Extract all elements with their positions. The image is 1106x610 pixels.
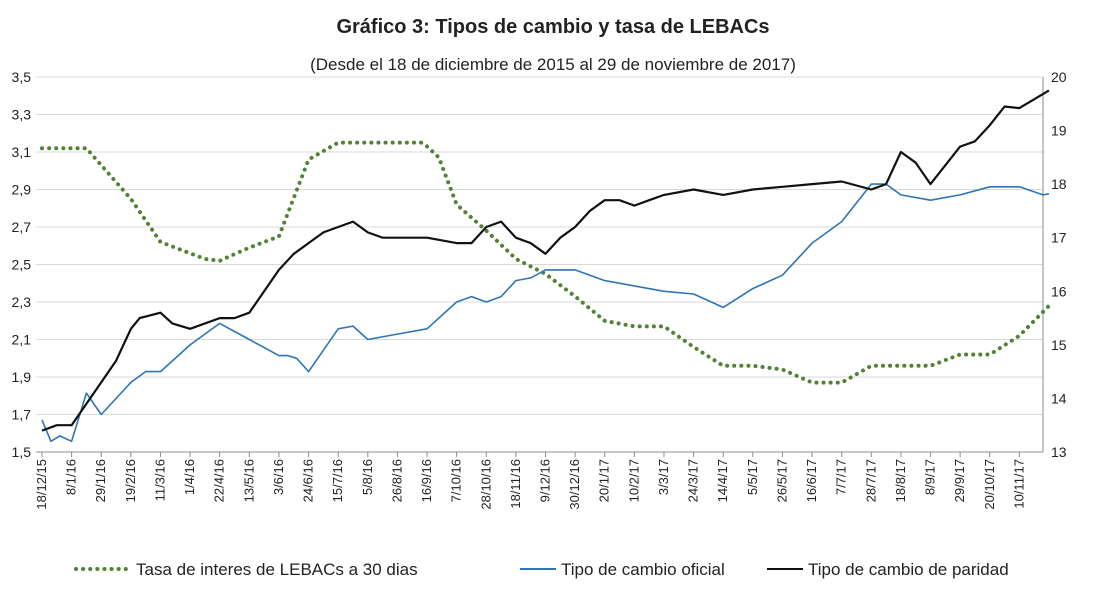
chart-title: Gráfico 3: Tipos de cambio y tasa de LEB… [336,16,769,38]
x-tick-label: 13/5/16 [241,459,256,502]
x-tick-label: 19/2/16 [123,459,138,502]
x-tick-label: 7/10/16 [449,459,464,502]
x-tick-label: 18/11/16 [508,459,523,509]
left-axis-tick-label: 3,1 [12,144,32,160]
x-tick-label: 14/4/17 [715,459,730,502]
right-axis-tick-label: 17 [1051,230,1067,246]
right-axis-tick-label: 20 [1051,69,1067,85]
x-tick-label: 15/7/16 [330,459,345,502]
left-axis-tick-label: 2,3 [12,294,32,310]
x-tick-label: 10/2/17 [626,459,641,502]
legend-label: Tipo de cambio de paridad [808,560,1009,579]
x-tick-label: 29/9/17 [952,459,967,502]
series-line-official-rate [41,183,1050,443]
left-axis-tick-label: 2,5 [12,257,32,273]
left-axis-tick-label: 3,5 [12,69,32,85]
legend-label: Tasa de interes de LEBACs a 30 dias [136,560,418,579]
series-line-lebac-rate [40,140,1051,385]
legend-label: Tipo de cambio oficial [561,560,725,579]
x-tick-label: 5/8/16 [360,459,375,495]
x-tick-label: 8/1/16 [64,459,79,495]
x-tick-label: 20/1/17 [597,459,612,502]
x-tick-label: 26/8/16 [389,459,404,502]
right-axis-tick-label: 16 [1051,283,1067,299]
x-tick-label: 28/7/17 [863,459,878,502]
x-tick-label: 18/8/17 [893,459,908,502]
right-axis-tick-label: 15 [1051,337,1067,353]
right-axis-tick-label: 13 [1051,444,1067,460]
left-axis-tick-label: 1,7 [12,407,32,423]
x-tick-label: 8/9/17 [923,459,938,495]
x-tick-label: 7/7/17 [834,459,849,495]
x-tick-label: 11/3/16 [152,459,167,501]
x-tick-label: 16/6/17 [804,459,819,502]
x-tick-label: 3/3/17 [656,459,671,495]
x-tick-label: 3/6/16 [271,459,286,495]
left-axis-tick-label: 3,3 [12,107,32,123]
series-line-parity-rate [41,89,1050,432]
right-axis-tick-label: 18 [1051,176,1067,192]
x-tick-label: 18/12/15 [34,459,49,510]
left-axis-tick-label: 1,9 [12,369,32,385]
axes: 1,5 1,7 1,9 2,1 2,3 2,5 2,7 2,9 3,1 3,3 3,5 13 14 15 1… [12,69,1067,510]
legend: Tasa de interes de LEBACs a 30 dias Tipo … [74,560,1009,579]
x-tick-label: 24/3/17 [686,459,701,502]
chart-subtitle: (Desde el 18 de diciembre de 2015 al 29 … [310,55,796,74]
left-axis-tick-label: 2,1 [12,332,32,348]
gridlines [36,76,1043,453]
x-tick-label: 30/12/16 [567,459,582,510]
series-layer [40,89,1051,443]
x-tick-label: 29/1/16 [93,459,108,502]
x-tick-label: 16/9/16 [419,459,434,502]
x-tick-label: 5/5/17 [745,459,760,495]
right-axis-tick-label: 14 [1051,390,1067,406]
left-axis-tick-label: 2,9 [12,182,32,198]
x-tick-label: 1/4/16 [182,459,197,495]
x-tick-label: 26/5/17 [774,459,789,502]
x-tick-label: 24/6/16 [301,459,316,502]
x-tick-label: 22/4/16 [212,459,227,502]
x-tick-label: 28/10/16 [478,459,493,510]
x-tick-label: 20/10/17 [982,459,997,510]
x-tick-label: 10/11/17 [1011,459,1026,509]
left-axis-tick-label: 1,5 [12,444,32,460]
x-tick-label: 9/12/16 [538,459,553,502]
right-axis-tick-label: 19 [1051,123,1067,139]
left-axis-tick-label: 2,7 [12,219,32,235]
